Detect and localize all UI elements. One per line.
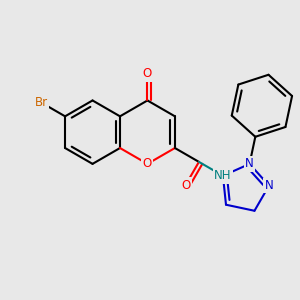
Text: N: N (245, 158, 254, 170)
Text: N: N (265, 179, 273, 192)
Text: NH: NH (214, 169, 232, 182)
Text: O: O (143, 158, 152, 170)
Text: Br: Br (34, 96, 48, 109)
Text: O: O (143, 67, 152, 80)
Text: O: O (181, 178, 190, 192)
